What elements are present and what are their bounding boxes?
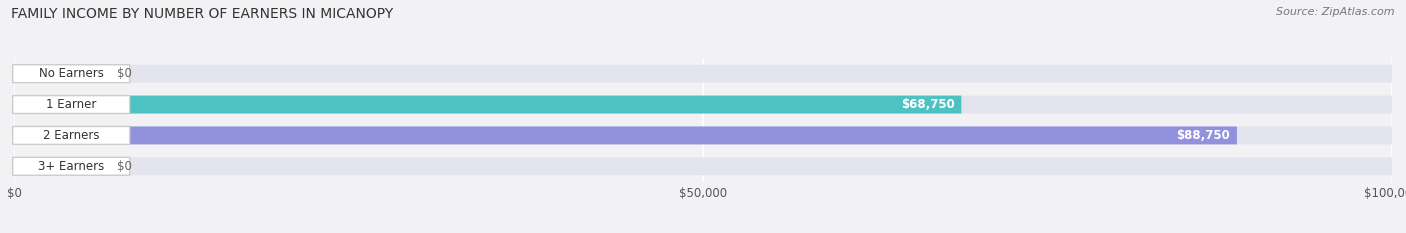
- Text: $0: $0: [118, 67, 132, 80]
- FancyBboxPatch shape: [13, 96, 129, 113]
- FancyBboxPatch shape: [14, 127, 1392, 144]
- FancyBboxPatch shape: [14, 65, 1392, 83]
- Text: $0: $0: [118, 160, 132, 173]
- Text: Source: ZipAtlas.com: Source: ZipAtlas.com: [1277, 7, 1395, 17]
- Text: 1 Earner: 1 Earner: [46, 98, 97, 111]
- FancyBboxPatch shape: [14, 127, 1237, 144]
- FancyBboxPatch shape: [13, 127, 129, 144]
- FancyBboxPatch shape: [14, 96, 962, 113]
- FancyBboxPatch shape: [13, 157, 129, 175]
- FancyBboxPatch shape: [14, 157, 1392, 175]
- FancyBboxPatch shape: [14, 157, 111, 175]
- Text: $88,750: $88,750: [1177, 129, 1230, 142]
- Text: 3+ Earners: 3+ Earners: [38, 160, 104, 173]
- Text: No Earners: No Earners: [39, 67, 104, 80]
- Text: $68,750: $68,750: [901, 98, 955, 111]
- FancyBboxPatch shape: [14, 65, 111, 83]
- Text: 2 Earners: 2 Earners: [44, 129, 100, 142]
- Text: FAMILY INCOME BY NUMBER OF EARNERS IN MICANOPY: FAMILY INCOME BY NUMBER OF EARNERS IN MI…: [11, 7, 394, 21]
- FancyBboxPatch shape: [14, 96, 1392, 113]
- FancyBboxPatch shape: [13, 65, 129, 83]
